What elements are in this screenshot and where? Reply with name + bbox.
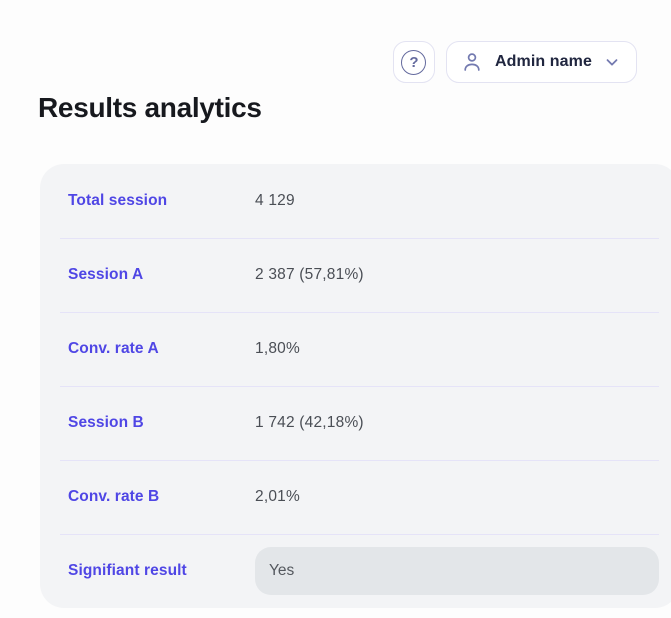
table-row-conv-rate-a: Conv. rate A 1,80% bbox=[40, 312, 671, 386]
row-value: 1 742 (42,18%) bbox=[255, 414, 364, 431]
chevron-down-icon bbox=[603, 53, 621, 71]
row-label: Conv. rate A bbox=[68, 340, 159, 357]
row-label: Conv. rate B bbox=[68, 488, 160, 505]
table-row-session-b: Session B 1 742 (42,18%) bbox=[40, 386, 671, 460]
table-row-significant-result: Signifiant result Yes bbox=[40, 534, 671, 608]
admin-name-label: Admin name bbox=[494, 53, 592, 70]
row-value: 2,01% bbox=[255, 488, 300, 505]
results-analytics-card: Total session 4 129 Session A 2 387 (57,… bbox=[40, 164, 671, 608]
row-label: Total session bbox=[68, 192, 168, 209]
row-value: 1,80% bbox=[255, 340, 300, 357]
table-row-total-session: Total session 4 129 bbox=[40, 164, 671, 238]
header-controls: ? Admin name bbox=[392, 41, 637, 83]
admin-menu-button[interactable]: Admin name bbox=[445, 41, 637, 83]
row-value: 2 387 (57,81%) bbox=[255, 266, 364, 283]
row-label: Signifiant result bbox=[68, 562, 187, 579]
help-icon: ? bbox=[401, 49, 427, 75]
user-icon bbox=[460, 50, 484, 74]
row-value: 4 129 bbox=[255, 192, 295, 209]
table-row-session-a: Session A 2 387 (57,81%) bbox=[40, 238, 671, 312]
row-label: Session A bbox=[68, 266, 144, 283]
row-label: Session B bbox=[68, 414, 144, 431]
help-button[interactable]: ? bbox=[392, 41, 435, 83]
significant-result-badge: Yes bbox=[255, 547, 659, 595]
page-title: Results analytics bbox=[38, 92, 262, 123]
table-row-conv-rate-b: Conv. rate B 2,01% bbox=[40, 460, 671, 534]
